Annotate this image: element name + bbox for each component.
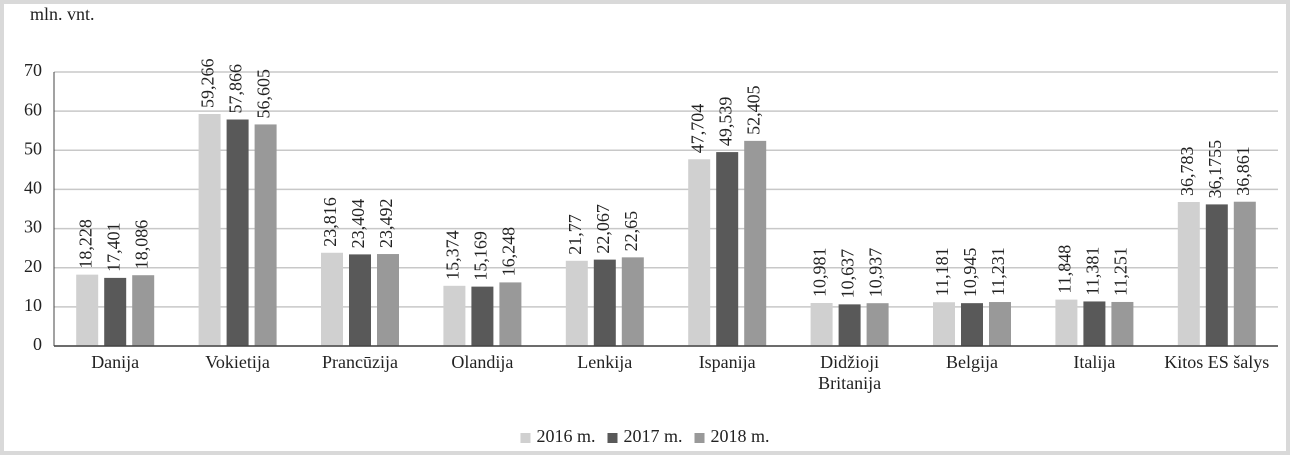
legend-label: 2016 m.	[536, 426, 595, 446]
x-tick-label: Vokietija	[205, 352, 270, 372]
value-label: 47,704	[687, 104, 707, 154]
bar	[744, 140, 767, 346]
bar	[1111, 301, 1134, 346]
legend-swatch	[694, 433, 705, 443]
y-axis-label: mln. vnt.	[30, 4, 95, 24]
bar	[104, 277, 127, 346]
value-label: 11,381	[1083, 247, 1103, 296]
bar	[810, 303, 833, 346]
value-label: 18,228	[75, 219, 95, 269]
bar	[377, 254, 399, 346]
value-label: 15,374	[443, 230, 463, 280]
bar	[838, 304, 861, 346]
bar	[989, 302, 1011, 346]
value-label: 36,1755	[1205, 140, 1225, 199]
y-tick-label: 10	[24, 295, 42, 315]
value-label: 23,816	[320, 197, 340, 247]
value-label: 18,086	[131, 220, 151, 270]
legend-label: 2017 m.	[623, 426, 682, 446]
x-tick-label: Italija	[1073, 352, 1116, 372]
bar	[716, 152, 739, 346]
bar	[254, 124, 277, 346]
value-label: 10,945	[960, 248, 980, 298]
bar	[621, 257, 644, 346]
value-label: 23,492	[376, 199, 396, 249]
x-tick-label: Belgija	[946, 352, 998, 372]
y-tick-label: 70	[24, 60, 42, 80]
bar	[443, 285, 466, 346]
bar	[198, 114, 221, 346]
x-tick-label: Olandija	[451, 352, 514, 372]
value-label: 10,981	[810, 248, 830, 298]
x-tick-label: Kitos ES šalys	[1164, 352, 1270, 372]
value-label: 59,266	[198, 59, 218, 109]
y-tick-label: 0	[33, 334, 42, 354]
value-label: 11,251	[1111, 247, 1131, 296]
value-label: 36,783	[1177, 147, 1197, 197]
value-label: 11,181	[932, 247, 952, 296]
bar	[866, 303, 889, 346]
value-label: 17,401	[103, 222, 123, 272]
value-label: 23,404	[348, 199, 368, 249]
y-tick-label: 50	[24, 138, 42, 158]
bar	[471, 286, 494, 346]
value-label: 36,861	[1233, 146, 1253, 196]
value-label: 49,539	[715, 97, 735, 147]
x-tick-label: Lenkija	[577, 352, 633, 372]
y-tick-label: 20	[24, 256, 42, 276]
bar	[1177, 202, 1200, 346]
x-tick-label: Danija	[91, 352, 140, 372]
x-tick-label: Ispanija	[698, 352, 756, 372]
bar	[593, 259, 616, 346]
x-tick-label: Didžioji Britanija	[818, 352, 882, 393]
bar	[1233, 201, 1256, 346]
value-label: 16,248	[499, 227, 519, 277]
value-label: 21,77	[565, 214, 585, 255]
bar	[565, 260, 588, 346]
y-tick-label: 30	[24, 217, 42, 237]
bar	[1205, 204, 1228, 346]
value-label: 11,848	[1055, 245, 1075, 294]
bar	[321, 252, 343, 346]
bar	[1083, 301, 1106, 346]
value-label: 15,169	[471, 231, 491, 281]
bar	[688, 159, 711, 346]
y-tick-label: 60	[24, 99, 42, 119]
value-label: 56,605	[254, 69, 274, 119]
bar	[961, 303, 983, 346]
legend-swatch	[520, 433, 531, 443]
bar	[349, 254, 371, 346]
value-label: 10,637	[838, 249, 858, 299]
value-label: 10,937	[866, 248, 886, 298]
value-label: 52,405	[743, 85, 763, 135]
legend-swatch	[607, 433, 618, 443]
value-label: 22,65	[621, 211, 641, 252]
bar	[226, 119, 249, 346]
value-label: 57,866	[226, 64, 246, 114]
legend-label: 2018 m.	[711, 426, 770, 446]
x-tick-label: Prancūzija	[322, 352, 398, 372]
y-tick-label: 40	[24, 178, 42, 198]
bar	[933, 302, 955, 346]
value-label: 11,231	[988, 247, 1008, 296]
bar	[132, 275, 155, 346]
bar	[1055, 299, 1078, 346]
bar	[76, 274, 99, 346]
value-label: 22,067	[593, 204, 613, 254]
bar	[499, 282, 522, 346]
